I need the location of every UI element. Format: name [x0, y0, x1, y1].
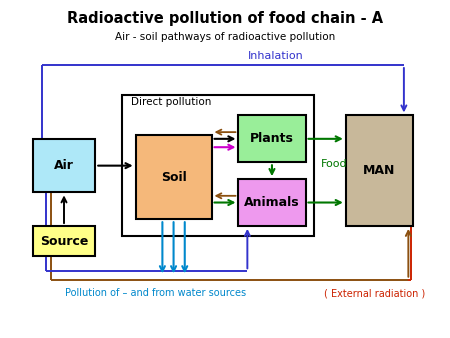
Text: Pollution of – and from water sources: Pollution of – and from water sources	[65, 288, 246, 298]
Bar	[33, 226, 95, 256]
Text: Inhalation: Inhalation	[248, 51, 304, 61]
Text: Soil: Soil	[161, 171, 186, 184]
Text: Air - soil pathways of radioactive pollution: Air - soil pathways of radioactive pollu…	[115, 31, 335, 42]
Text: Plants: Plants	[250, 132, 294, 145]
Bar	[122, 95, 315, 236]
Bar	[135, 136, 212, 219]
Bar	[346, 115, 413, 226]
Text: Air: Air	[54, 159, 74, 172]
Text: Source: Source	[40, 235, 88, 247]
Text: MAN: MAN	[363, 164, 396, 177]
Text: Radioactive pollution of food chain - A: Radioactive pollution of food chain - A	[67, 11, 383, 26]
Bar	[238, 115, 306, 162]
Bar	[33, 139, 95, 192]
Text: Direct pollution: Direct pollution	[131, 97, 212, 107]
Text: ( External radiation ): ( External radiation )	[324, 288, 425, 298]
Text: Animals: Animals	[244, 196, 300, 209]
Bar	[238, 179, 306, 226]
Text: Food: Food	[321, 159, 348, 169]
